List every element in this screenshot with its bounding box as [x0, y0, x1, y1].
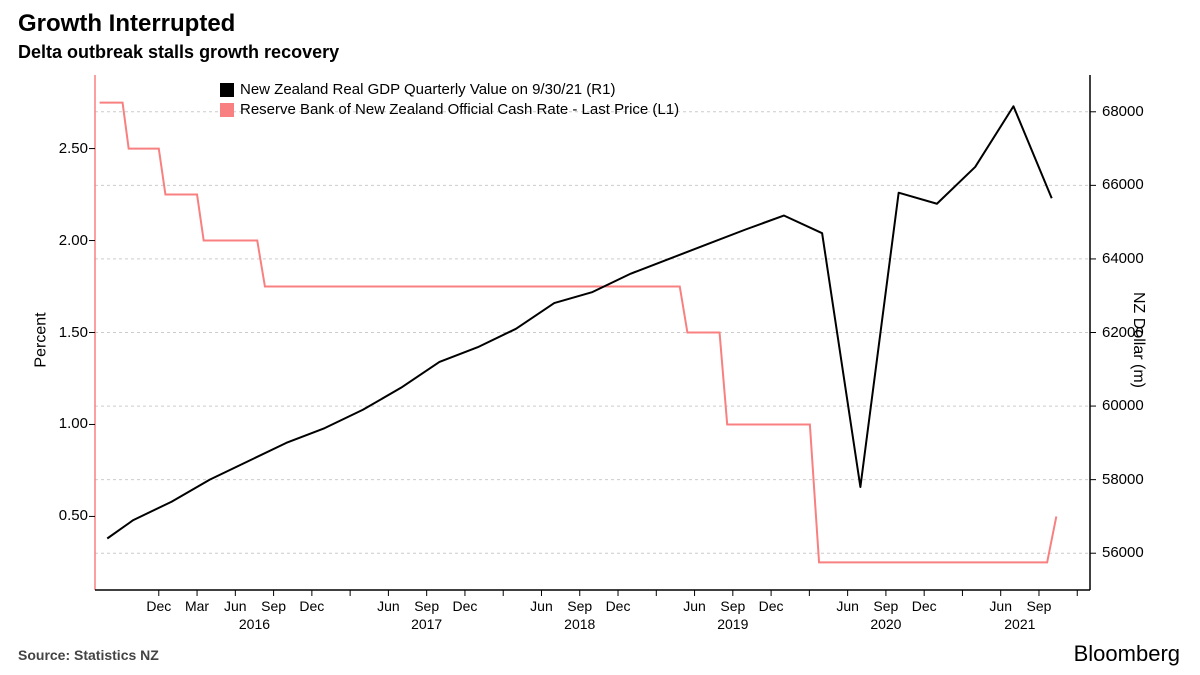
left-tick: 2.50 — [48, 140, 88, 157]
left-tick: 0.50 — [48, 507, 88, 524]
legend-item-rate: Reserve Bank of New Zealand Official Cas… — [220, 100, 679, 120]
x-tick: Sep — [1027, 598, 1052, 614]
x-year: 2018 — [564, 616, 595, 632]
legend-item-gdp: New Zealand Real GDP Quarterly Value on … — [220, 80, 679, 100]
x-tick: Sep — [414, 598, 439, 614]
left-tick: 1.50 — [48, 324, 88, 341]
x-tick: Jun — [224, 598, 247, 614]
x-tick: Mar — [185, 598, 209, 614]
x-tick: Sep — [873, 598, 898, 614]
legend-label-rate: Reserve Bank of New Zealand Official Cas… — [240, 100, 679, 120]
x-year: 2016 — [239, 616, 270, 632]
x-tick: Jun — [377, 598, 400, 614]
x-tick: Sep — [261, 598, 286, 614]
brand-text: Bloomberg — [1074, 641, 1180, 667]
x-tick: Sep — [720, 598, 745, 614]
x-tick: Jun — [683, 598, 706, 614]
right-tick: 56000 — [1102, 544, 1152, 561]
source-text: Source: Statistics NZ — [18, 647, 159, 663]
x-tick: Dec — [299, 598, 324, 614]
legend: New Zealand Real GDP Quarterly Value on … — [220, 80, 679, 120]
x-tick: Dec — [606, 598, 631, 614]
x-year: 2021 — [1004, 616, 1035, 632]
x-tick: Dec — [759, 598, 784, 614]
chart-subtitle: Delta outbreak stalls growth recovery — [18, 42, 339, 63]
x-tick: Jun — [836, 598, 859, 614]
legend-swatch-gdp — [220, 83, 234, 97]
x-year: 2020 — [870, 616, 901, 632]
chart-title: Growth Interrupted — [18, 10, 235, 38]
right-tick: 60000 — [1102, 397, 1152, 414]
right-tick: 62000 — [1102, 324, 1152, 341]
x-tick: Dec — [912, 598, 937, 614]
x-tick: Dec — [146, 598, 171, 614]
x-year: 2017 — [411, 616, 442, 632]
x-tick: Sep — [567, 598, 592, 614]
left-tick: 1.00 — [48, 415, 88, 432]
x-year: 2019 — [717, 616, 748, 632]
legend-swatch-rate — [220, 103, 234, 117]
right-tick: 58000 — [1102, 471, 1152, 488]
x-tick: Dec — [452, 598, 477, 614]
x-tick: Jun — [989, 598, 1012, 614]
legend-label-gdp: New Zealand Real GDP Quarterly Value on … — [240, 80, 615, 100]
right-tick: 64000 — [1102, 250, 1152, 267]
plot-area — [95, 75, 1090, 590]
right-tick: 66000 — [1102, 176, 1152, 193]
x-tick: Jun — [530, 598, 553, 614]
left-tick: 2.00 — [48, 232, 88, 249]
plot-svg — [95, 75, 1090, 590]
right-tick: 68000 — [1102, 103, 1152, 120]
